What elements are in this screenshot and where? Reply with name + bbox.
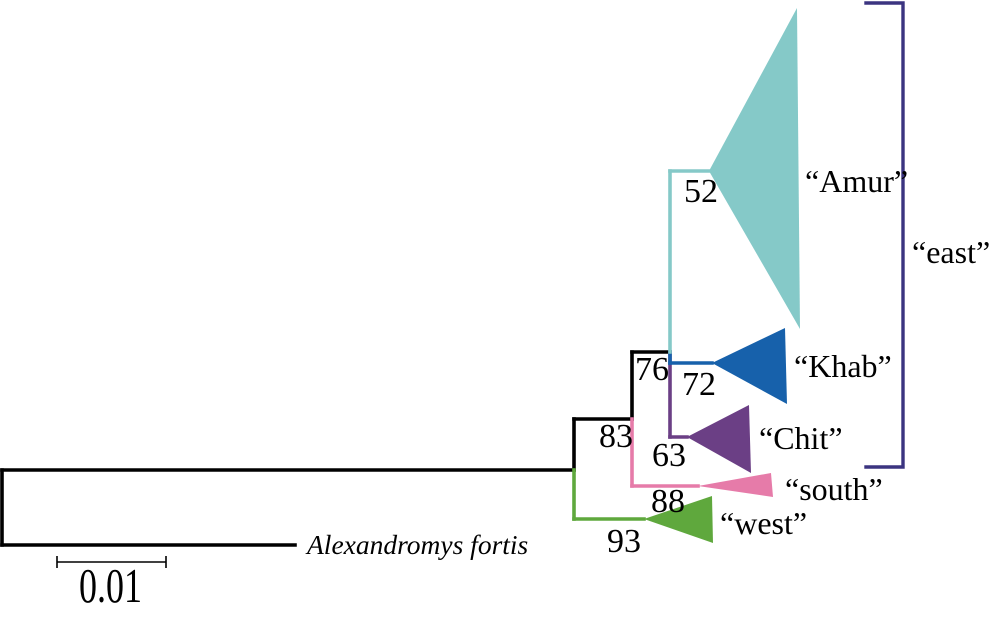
- svg-text:“west”: “west”: [720, 505, 807, 541]
- svg-text:63: 63: [652, 437, 686, 474]
- svg-text:“east”: “east”: [912, 234, 990, 270]
- svg-text:0.01: 0.01: [79, 558, 142, 613]
- svg-text:72: 72: [682, 366, 716, 403]
- svg-text:52: 52: [684, 173, 718, 210]
- svg-text:“south”: “south”: [785, 471, 883, 507]
- svg-text:93: 93: [607, 523, 641, 560]
- svg-text:“Khab”: “Khab”: [794, 348, 892, 384]
- svg-text:83: 83: [599, 418, 633, 455]
- svg-text:Alexandromys fortis: Alexandromys fortis: [305, 529, 528, 560]
- svg-text:“Amur”: “Amur”: [805, 163, 908, 199]
- svg-text:76: 76: [635, 351, 669, 388]
- svg-text:88: 88: [651, 483, 685, 520]
- svg-text:“Chit”: “Chit”: [759, 420, 843, 456]
